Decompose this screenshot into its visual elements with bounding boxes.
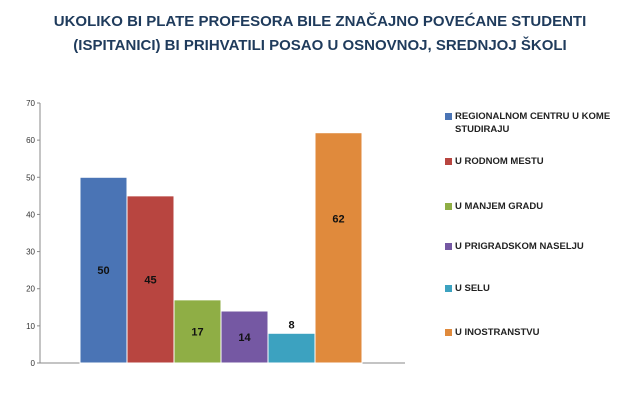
data-label-2: 45: [144, 274, 156, 286]
data-label-5: 8: [288, 319, 294, 331]
legend-swatch: [445, 243, 452, 250]
y-tick-label: 70: [26, 99, 35, 108]
y-tick-label: 40: [26, 210, 35, 219]
legend-swatch: [445, 113, 452, 120]
legend-label: U MANJEM GRADU: [455, 201, 544, 212]
legend-label: U SELU: [455, 283, 490, 294]
legend-label: U INOSTRANSTVU: [455, 327, 540, 338]
y-tick-label: 50: [26, 173, 35, 182]
legend-swatch: [445, 203, 452, 210]
legend-label: U PRIGRADSKOM NASELJU: [455, 241, 584, 252]
legend-label: U RODNOM MESTU: [455, 156, 544, 167]
data-label-1: 50: [97, 265, 109, 277]
legend-swatch: [445, 285, 452, 292]
y-tick-label: 30: [26, 248, 35, 257]
legend-swatch: [445, 158, 452, 165]
y-tick-label: 0: [31, 359, 36, 368]
bar-6: [314, 132, 363, 364]
data-label-3: 17: [191, 326, 203, 338]
y-tick-label: 20: [26, 285, 35, 294]
bar-2: [126, 195, 175, 364]
chart-title: UKOLIKO BI PLATE PROFESORA BILE ZNAČAJNO…: [53, 13, 587, 54]
bar-5: [267, 332, 316, 364]
legend-label: REGIONALNOM CENTRU U KOME STUDIRAJU: [455, 111, 611, 135]
data-label-6: 62: [332, 214, 344, 226]
legend-swatch: [445, 329, 452, 336]
data-label-4: 14: [238, 332, 251, 344]
y-tick-label: 10: [26, 322, 35, 331]
y-tick-label: 60: [26, 136, 35, 145]
bar-1: [79, 176, 128, 364]
bar-3: [173, 299, 222, 364]
